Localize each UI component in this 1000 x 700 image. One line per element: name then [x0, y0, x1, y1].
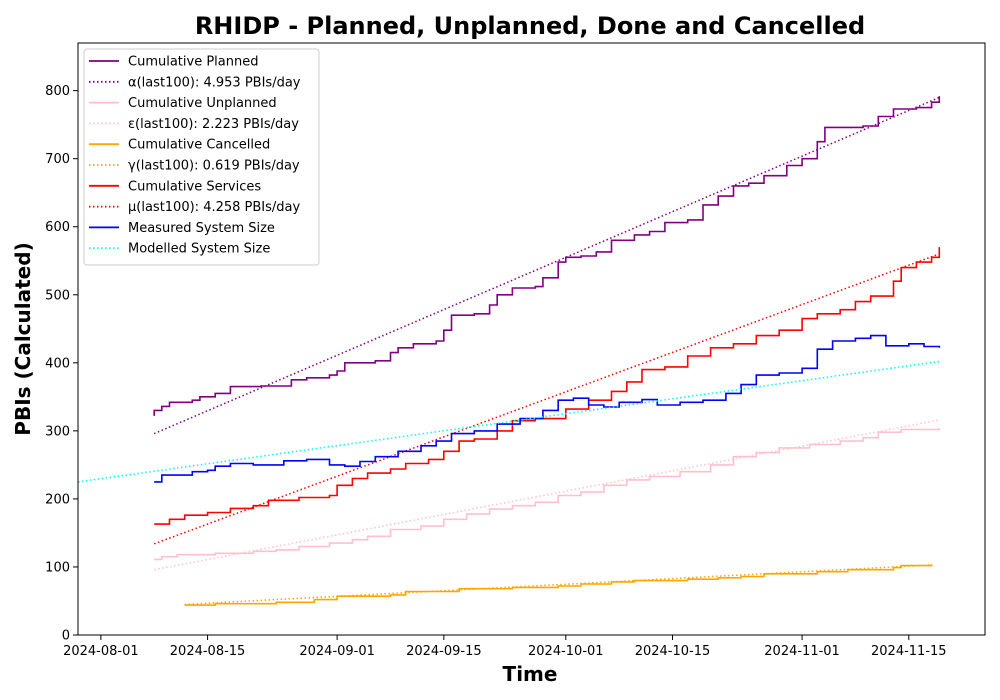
legend-box: [83, 48, 320, 266]
y-tick-label: 500: [45, 288, 70, 303]
axes-frame: [77, 42, 986, 636]
legend-entry: Cumulative Services: [128, 179, 261, 194]
legend-entry: Cumulative Unplanned: [128, 96, 277, 111]
series-6-line: [184, 564, 932, 606]
series-5-line: [184, 564, 933, 606]
y-tick-label: 400: [45, 356, 70, 371]
series-8-line: [153, 253, 940, 545]
legend-entry: Modelled System Size: [128, 242, 270, 257]
x-tick-label: 2024-11-15: [871, 644, 947, 659]
x-tick-label: 2024-11-01: [764, 644, 840, 659]
y-tick-label: 200: [45, 492, 70, 507]
series-4-line: [154, 419, 940, 571]
x-axis-label: Time: [503, 662, 558, 686]
legend-entry: Measured System Size: [128, 221, 275, 236]
series-9-line: [154, 334, 941, 483]
legend-entry: γ(last100): 0.619 PBIs/day: [128, 159, 300, 174]
y-tick-label: 300: [45, 424, 70, 439]
x-tick-label: 2024-09-01: [299, 644, 375, 659]
y-tick-label: 100: [45, 560, 70, 575]
y-axis-label: PBIs (Calculated): [11, 242, 35, 435]
legend-entry: μ(last100): 4.258 PBIs/day: [128, 200, 300, 215]
x-tick-label: 2024-08-15: [170, 644, 246, 659]
legend-entry: α(last100): 4.953 PBIs/day: [128, 75, 301, 90]
legend: Cumulative Planned α(last100): 4.953 PBIs…: [83, 48, 320, 266]
series-3-line: [154, 428, 941, 561]
y-tick-label: 0: [62, 629, 70, 644]
series-10-line: [77, 360, 940, 483]
legend-entry: ε(last100): 2.223 PBIs/day: [128, 117, 299, 132]
x-axis: 2024-08-01 2024-08-15 2024-09-01 2024-09-15…: [63, 635, 947, 659]
series-1-line: [153, 96, 941, 416]
chart-title: RHIDP - Planned, Unplanned, Done and Can…: [195, 12, 865, 40]
legend-entry: Cumulative Planned: [128, 55, 258, 70]
y-tick-label: 700: [45, 152, 70, 167]
legend-entry: Cumulative Cancelled: [128, 138, 270, 153]
x-tick-label: 2024-10-01: [528, 644, 604, 659]
y-axis: 0 100 200 300 400 500 600 700 800: [45, 84, 78, 644]
y-tick-label: 600: [45, 220, 70, 235]
x-tick-label: 2024-08-01: [63, 644, 139, 659]
plot-area: [77, 96, 941, 606]
x-tick-label: 2024-10-15: [635, 644, 711, 659]
y-tick-label: 800: [45, 84, 70, 99]
x-tick-label: 2024-09-15: [406, 644, 482, 659]
series-7-line: [154, 247, 941, 525]
